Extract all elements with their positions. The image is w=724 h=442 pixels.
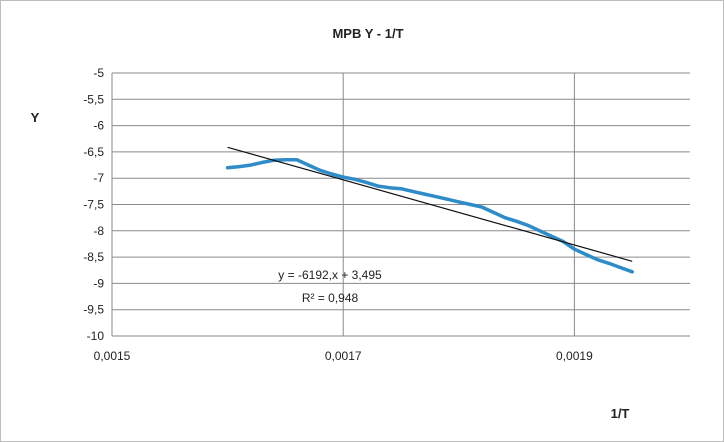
data-point bbox=[619, 266, 623, 270]
data-point bbox=[376, 184, 380, 188]
trendline bbox=[227, 146, 633, 262]
data-point bbox=[260, 160, 264, 165]
data-point bbox=[306, 163, 311, 167]
data-point bbox=[237, 165, 241, 169]
y-tick-label: -7 bbox=[93, 171, 104, 185]
data-point bbox=[226, 166, 230, 170]
data-point bbox=[434, 195, 438, 199]
series-group bbox=[225, 158, 634, 274]
grid bbox=[111, 72, 690, 337]
data-point bbox=[387, 186, 392, 190]
data-point bbox=[249, 163, 253, 167]
data-point bbox=[364, 180, 368, 185]
data-point bbox=[538, 229, 542, 233]
data-point bbox=[630, 270, 634, 274]
y-tick-label: -10 bbox=[87, 329, 105, 343]
y-tick-label: -6,5 bbox=[83, 145, 104, 159]
data-point bbox=[295, 158, 299, 162]
trendline-equation: y = -6192,x + 3,495 bbox=[278, 268, 382, 282]
x-axis-label: 1/T bbox=[611, 406, 630, 421]
data-point bbox=[515, 219, 519, 223]
y-ticks: -5 -5,5 -6 -6,5 -7 -7,5 -8 -8,5 -9 -9,5 -10 bbox=[83, 66, 104, 343]
data-point bbox=[353, 177, 357, 181]
y-tick-label: -8,5 bbox=[83, 250, 104, 264]
data-point bbox=[457, 200, 461, 204]
y-tick-label: -5 bbox=[93, 66, 104, 80]
y-tick-label: -9,5 bbox=[83, 303, 104, 317]
x-tick-label: 0,0015 bbox=[94, 349, 131, 363]
data-point bbox=[330, 172, 334, 176]
chart-title: MPB Y - 1/T bbox=[332, 26, 403, 41]
data-point bbox=[607, 261, 611, 266]
x-ticks: 0,0015 0,0017 0,0019 bbox=[94, 349, 593, 363]
data-point bbox=[422, 192, 426, 196]
y-tick-label: -8 bbox=[93, 224, 104, 238]
y-tick-label: -6 bbox=[93, 119, 104, 133]
data-point bbox=[526, 223, 530, 228]
data-point bbox=[595, 258, 600, 262]
data-point bbox=[399, 187, 403, 191]
data-point bbox=[480, 205, 484, 209]
data-point bbox=[283, 158, 287, 162]
data-point bbox=[445, 197, 449, 201]
data-point bbox=[318, 168, 322, 172]
r-squared-label: R² = 0,948 bbox=[302, 291, 359, 305]
data-point bbox=[549, 234, 553, 238]
y-tick-label: -5,5 bbox=[83, 92, 104, 106]
trendline-group bbox=[227, 146, 633, 262]
series-line bbox=[225, 158, 634, 274]
data-point bbox=[341, 175, 345, 179]
data-point bbox=[410, 189, 415, 193]
y-tick-label: -9 bbox=[93, 276, 104, 290]
x-tick-label: 0,0017 bbox=[325, 349, 362, 363]
data-point bbox=[572, 247, 577, 251]
data-point bbox=[468, 202, 472, 207]
y-axis-label: Y bbox=[31, 110, 40, 125]
data-point bbox=[503, 216, 507, 220]
y-tick-label: -7,5 bbox=[83, 198, 104, 212]
x-tick-label: 0,0019 bbox=[556, 349, 593, 363]
data-point bbox=[491, 210, 496, 214]
data-point bbox=[584, 252, 588, 257]
